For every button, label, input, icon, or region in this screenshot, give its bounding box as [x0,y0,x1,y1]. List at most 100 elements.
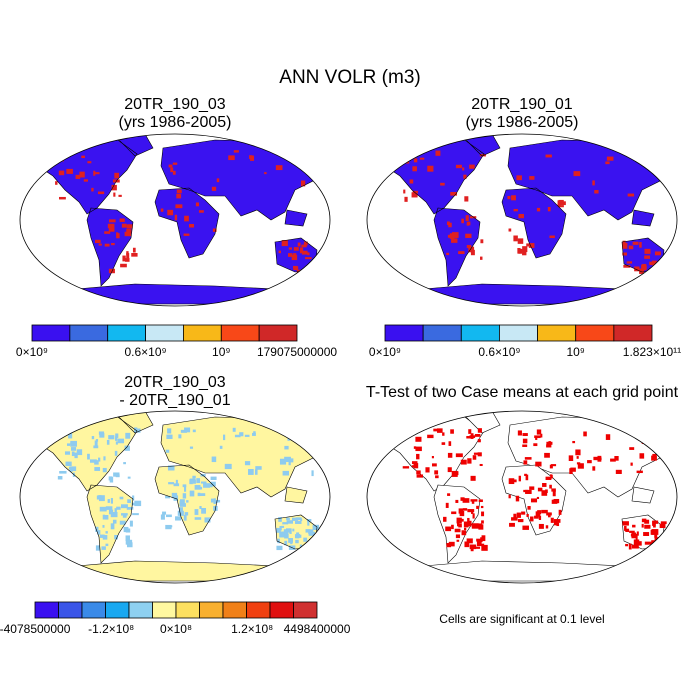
grid-cell [132,495,135,501]
grid-cell [308,529,314,534]
grid-cell [284,533,289,539]
grid-cell [572,440,576,444]
grid-cell [431,463,437,467]
grid-cell [167,209,174,216]
grid-cell [284,540,288,546]
grid-cell [466,538,473,544]
grid-cell [513,208,518,212]
grid-cell [313,433,319,440]
grid-cell [480,256,483,260]
grid-cell [480,239,484,244]
grid-cell [275,165,283,171]
grid-cell [653,429,660,433]
grid-cell [95,545,101,551]
grid-cell [476,538,482,542]
grid-cell [255,466,262,470]
grid-cell [94,440,98,447]
grid-cell [460,497,465,501]
grid-cell [448,222,452,228]
grid-cell [114,450,118,456]
grid-cell [545,489,548,493]
grid-cell [111,184,117,191]
grid-cell [451,511,457,515]
grid-cell [81,155,85,159]
grid-cell [470,249,475,256]
grid-cell [167,428,172,434]
grid-cell [277,538,280,544]
grid-cell [413,446,417,449]
grid-cell [526,243,532,247]
grid-cell [526,514,529,517]
grid-cell [657,264,664,268]
grid-cell [189,446,194,449]
grid-cell [306,267,311,272]
grid-cell [644,541,652,545]
grid-cell [308,158,313,163]
grid-cell [465,215,469,221]
grid-cell [507,195,511,200]
grid-cell [449,233,455,239]
grid-cell [638,541,642,546]
grid-cell [105,543,109,547]
grid-cell [165,449,170,453]
map-border [19,133,331,307]
grid-cell [459,510,465,517]
grid-cell [134,500,142,507]
grid-cell [199,493,206,496]
grid-cell [447,467,452,473]
grid-cell [477,439,481,443]
grid-cell [99,506,107,512]
grid-cell [517,519,524,523]
map-content [381,411,673,582]
grid-cell [278,250,281,254]
grid-cell [435,150,441,156]
grid-cell [636,531,639,536]
grid-cell [91,187,94,192]
grid-cell [97,191,105,195]
grid-cell [171,492,178,499]
grid-cell [104,243,110,247]
grid-cell [180,429,187,433]
grid-cell [622,240,626,245]
grid-cell [546,441,553,445]
grid-cell [467,509,475,513]
grid-cell [630,533,634,537]
colorbar-label: -1.2×10⁸ [88,622,134,636]
map-border [366,133,678,307]
grid-cell [292,265,298,269]
grid-cell [303,241,308,246]
grid-cell [105,531,108,534]
grid-cell [109,219,116,223]
grid-cell [535,461,542,467]
grid-cell [304,429,310,433]
grid-cell [211,186,217,191]
grid-cell [119,520,126,525]
grid-cell [549,484,552,489]
grid-cell [610,458,616,462]
grid-cell [98,457,101,462]
grid-cell [522,249,527,256]
grid-cell [172,170,176,175]
colorbar-swatch [58,601,83,619]
grid-cell [481,511,485,517]
grid-cell [639,453,645,459]
grid-cell [123,462,126,465]
grid-cell [179,499,185,506]
map-panel: 20TR_190_03(yrs 1986-2005) 0×10⁹ 0.6×10⁹ 10… [16,96,337,359]
grid-cell [87,453,90,460]
grid-cell [216,178,220,183]
grid-cell [427,434,434,439]
grid-cell [184,215,189,222]
colorbar-label: 179075000000 [257,345,337,359]
grid-cell [629,447,635,450]
grid-cell [289,528,292,534]
grid-cell [636,470,643,474]
grid-cell [95,239,101,244]
grid-cell [210,476,217,481]
grid-cell [573,171,581,177]
map-panel: 20TR_190_03- 20TR_190_01 -4078500000 -1.2×… [0,374,351,636]
grid-cell [290,541,293,545]
grid-cell [58,170,65,176]
grid-cell [311,470,314,477]
grid-cell [455,453,463,458]
